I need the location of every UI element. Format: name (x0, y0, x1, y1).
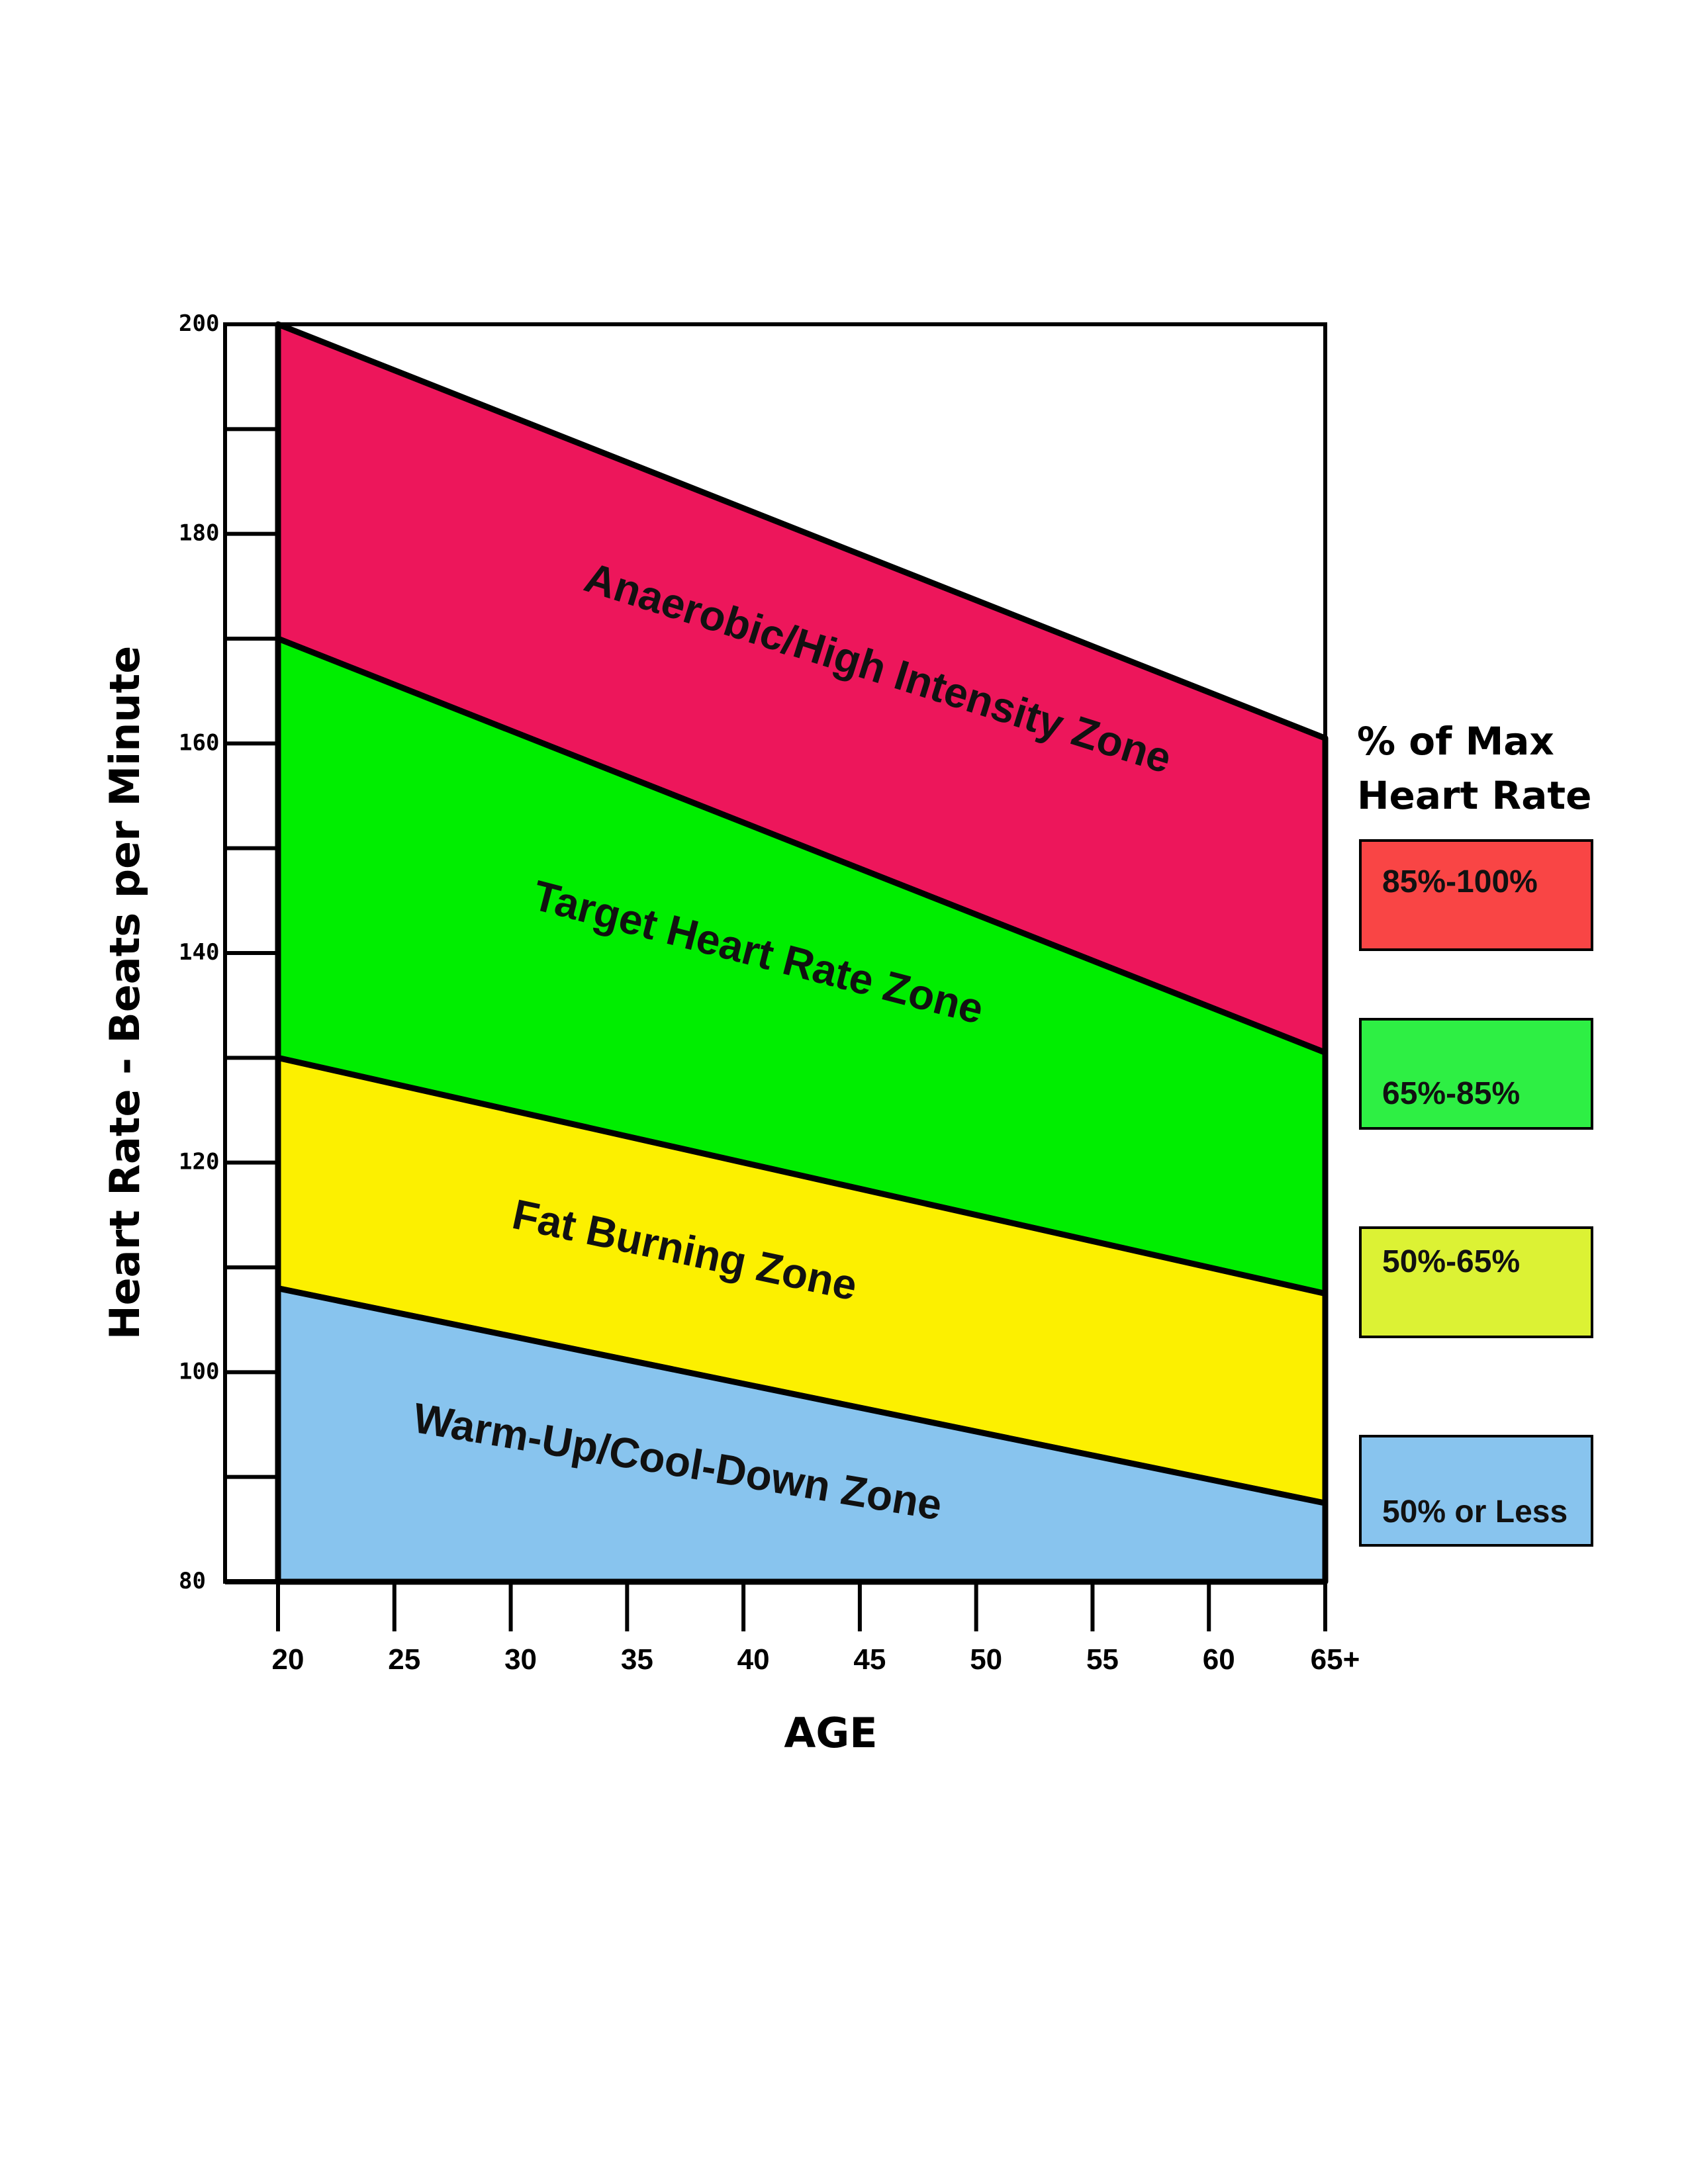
x-tick-label: 25 (388, 1643, 420, 1676)
legend-swatch (1359, 1226, 1593, 1338)
x-tick-label: 50 (970, 1643, 1002, 1676)
x-tick-label: 45 (853, 1643, 886, 1676)
y-tick-label: 140 (179, 939, 219, 966)
x-tick-label: 65+ (1311, 1643, 1360, 1676)
x-axis: 20 25 30 35 40 45 50 55 60 65+ (225, 1579, 1360, 1676)
legend-swatch (1359, 839, 1593, 951)
legend-swatch (1359, 1018, 1593, 1130)
y-tick-label: 160 (179, 729, 219, 756)
y-tick-label: 200 (179, 310, 219, 337)
legend-label: 50%-65% (1382, 1244, 1520, 1279)
y-tick-label: 180 (179, 520, 219, 547)
x-tick-label: 60 (1203, 1643, 1235, 1676)
legend-title-line2: Heart Rate (1357, 773, 1591, 818)
zone-areas (275, 321, 1329, 1585)
x-tick-label: 55 (1086, 1643, 1119, 1676)
legend-swatch (1359, 1435, 1593, 1547)
x-tick-label: 30 (504, 1643, 537, 1676)
x-tick-label: 40 (737, 1643, 770, 1676)
x-axis-title: AGE (784, 1709, 877, 1757)
legend-label: 50% or Less (1382, 1494, 1568, 1529)
y-tick-label: 80 (179, 1568, 206, 1594)
y-tick-label: 100 (179, 1358, 219, 1385)
x-tick-label: 20 (272, 1643, 305, 1676)
y-axis-title: Heart Rate - Beats per Minute (101, 646, 149, 1340)
legend-label: 65%-85% (1382, 1076, 1520, 1111)
x-tick-label: 35 (621, 1643, 653, 1676)
y-tick-label: 120 (179, 1149, 219, 1175)
legend-label: 85%-100% (1382, 864, 1538, 899)
legend-title-line1: % of Max (1357, 719, 1554, 764)
legend: % of Max Heart Rate 85%-100% 65%-85% 50%-6… (1357, 719, 1593, 1547)
legend-items: 85%-100% 65%-85% 50%-65% 50% or Less (1359, 839, 1593, 1547)
y-axis: 200 180 160 140 120 100 80 (179, 310, 281, 1594)
